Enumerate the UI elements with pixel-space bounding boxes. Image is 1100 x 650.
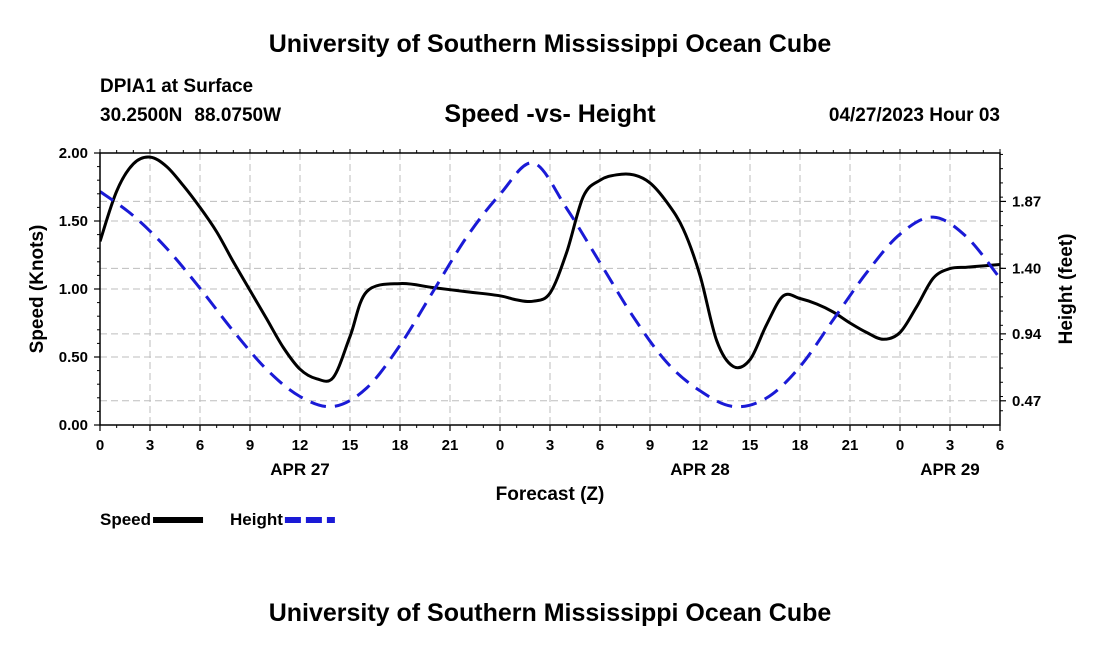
x-tick-label: 21 — [842, 437, 859, 454]
legend: Speed Height — [100, 510, 335, 529]
height-series-line — [100, 161, 1000, 409]
x-tick-label: 0 — [896, 437, 904, 454]
station-coordinates: 30.2500N 88.0750W — [100, 105, 281, 127]
x-tick-label: 9 — [646, 437, 654, 454]
y2-tick-label: 0.47 — [1012, 393, 1041, 410]
y2-axis-title: Height (feet) — [1056, 234, 1077, 345]
x-tick-label: 3 — [146, 437, 154, 454]
y2-tick-label: 1.87 — [1012, 193, 1041, 210]
x-tick-label: 0 — [96, 437, 104, 454]
footer-title: University of Southern Mississippi Ocean… — [268, 599, 832, 627]
speed-series-line — [100, 155, 1000, 383]
x-tick-label: 12 — [692, 437, 709, 454]
legend-label-height: Height — [230, 510, 283, 529]
y-tick-label: 2.00 — [59, 145, 88, 162]
grid — [100, 153, 1000, 425]
y-axis-title: Speed (Knots) — [27, 225, 48, 354]
y-tick-label: 1.00 — [59, 281, 88, 298]
x-tick-label: 3 — [946, 437, 954, 454]
x-tick-label: 6 — [196, 437, 204, 454]
axes: 0 3 6 9 12 15 18 21 0 3 6 9 12 15 18 21 0 3 6 0.00 0.50 1.00 1… — [27, 145, 1077, 505]
longitude: 88.0750W — [194, 105, 282, 126]
x-tick-label: 15 — [742, 437, 759, 454]
x-tick-label: 18 — [792, 437, 809, 454]
series-layer — [100, 155, 1000, 409]
x-tick-label: 18 — [392, 437, 409, 454]
legend-label-speed: Speed — [100, 510, 151, 529]
latitude: 30.2500N — [100, 105, 183, 126]
page-title: University of Southern Mississippi Ocean… — [268, 30, 832, 58]
y2-tick-label: 1.40 — [1012, 260, 1041, 277]
x-tick-label: 6 — [596, 437, 604, 454]
y2-tick-label: 0.94 — [1012, 326, 1042, 343]
y-tick-label: 0.50 — [59, 349, 88, 366]
x-tick-label: 12 — [292, 437, 309, 454]
y-tick-label: 0.00 — [59, 417, 88, 434]
x-tick-label: 0 — [496, 437, 504, 454]
x-tick-label: 9 — [246, 437, 254, 454]
x-axis-title: Forecast (Z) — [496, 484, 605, 505]
station-name: DPIA1 at Surface — [100, 76, 254, 97]
x-tick-label: 6 — [996, 437, 1004, 454]
chart-subtitle: Speed -vs- Height — [444, 100, 656, 128]
x-tick-label: 15 — [342, 437, 359, 454]
date-label: APR 28 — [670, 460, 730, 479]
x-tick-label: 21 — [442, 437, 459, 454]
date-label: APR 27 — [270, 460, 330, 479]
x-tick-label: 3 — [546, 437, 554, 454]
date-label: APR 29 — [920, 460, 980, 479]
y-tick-label: 1.50 — [59, 213, 88, 230]
forecast-datetime: 04/27/2023 Hour 03 — [828, 105, 1000, 126]
